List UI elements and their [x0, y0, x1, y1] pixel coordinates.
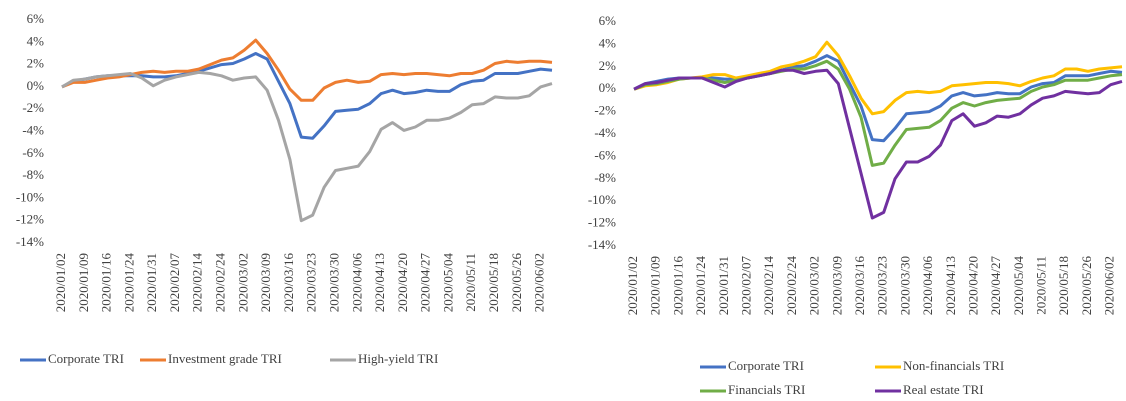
y-tick-label: 4% — [599, 35, 617, 50]
series-line — [633, 54, 1123, 143]
x-tick-label: 2020/06/02 — [532, 253, 547, 312]
y-tick-label: -12% — [16, 212, 44, 227]
x-tick-label: 2020/05/04 — [440, 253, 455, 313]
x-tick-label: 2020/03/09 — [829, 256, 844, 315]
series-line — [61, 70, 553, 223]
x-tick-label: 2020/05/11 — [1034, 256, 1049, 315]
x-tick-label: 2020/02/24 — [784, 256, 799, 316]
series-line — [61, 38, 553, 102]
x-tick-label: 2020/05/18 — [1056, 256, 1071, 315]
y-tick-label: -12% — [588, 215, 616, 230]
x-tick-label: 2020/02/07 — [738, 256, 753, 316]
x-tick-label: 2020/05/11 — [463, 253, 478, 312]
legend-label: Investment grade TRI — [168, 351, 282, 366]
series-line — [633, 59, 1123, 167]
x-tick-label: 2020/04/27 — [418, 253, 433, 313]
y-tick-label: -8% — [594, 170, 616, 185]
x-tick-label: 2020/03/09 — [258, 253, 273, 312]
y-tick-label: 2% — [27, 56, 45, 71]
x-tick-label: 2020/04/27 — [988, 256, 1003, 316]
x-tick-label: 2020/01/09 — [76, 253, 91, 312]
x-tick-label: 2020/05/04 — [1011, 256, 1026, 316]
x-tick-label: 2020/02/14 — [761, 256, 776, 316]
x-tick-label: 2020/06/02 — [1102, 256, 1117, 315]
x-tick-label: 2020/05/26 — [509, 253, 524, 313]
x-tick-label: 2020/03/30 — [326, 253, 341, 312]
y-tick-label: -2% — [22, 100, 44, 115]
legend-label: Non-financials TRI — [903, 358, 1004, 373]
x-tick-label: 2020/03/30 — [897, 256, 912, 315]
y-tick-label: -6% — [22, 145, 44, 160]
x-tick-label: 2020/02/24 — [213, 253, 228, 313]
y-tick-label: 0% — [599, 80, 617, 95]
legend-label: High-yield TRI — [358, 351, 438, 366]
x-tick-label: 2020/04/13 — [372, 253, 387, 312]
x-tick-label: 2020/05/18 — [486, 253, 501, 312]
y-tick-label: 6% — [27, 11, 45, 26]
x-tick-label: 2020/01/02 — [53, 253, 68, 312]
legend-label: Real estate TRI — [903, 382, 984, 397]
x-tick-label: 2020/01/09 — [648, 256, 663, 315]
x-tick-label: 2020/04/13 — [943, 256, 958, 315]
y-tick-label: 2% — [599, 58, 617, 73]
y-tick-label: -6% — [594, 147, 616, 162]
y-tick-label: -4% — [594, 125, 616, 140]
y-tick-label: -4% — [22, 122, 44, 137]
x-tick-label: 2020/03/16 — [852, 256, 867, 316]
y-tick-label: 0% — [27, 78, 45, 93]
x-tick-label: 2020/04/06 — [349, 253, 364, 313]
x-tick-label: 2020/01/16 — [670, 256, 685, 316]
series-line — [633, 40, 1123, 116]
y-tick-label: -8% — [22, 167, 44, 182]
y-tick-label: 4% — [27, 33, 45, 48]
x-tick-label: 2020/01/24 — [693, 256, 708, 316]
x-tick-label: 2020/03/23 — [875, 256, 890, 315]
x-tick-label: 2020/03/02 — [807, 256, 822, 315]
x-tick-label: 2020/01/16 — [99, 253, 114, 313]
x-tick-label: 2020/01/24 — [121, 253, 136, 313]
x-tick-label: 2020/01/02 — [625, 256, 640, 315]
x-tick-label: 2020/05/26 — [1079, 256, 1094, 316]
x-tick-label: 2020/03/23 — [304, 253, 319, 312]
legend-label: Corporate TRI — [728, 358, 804, 373]
series-line — [61, 52, 553, 140]
x-tick-label: 2020/03/16 — [281, 253, 296, 313]
y-tick-label: -2% — [594, 103, 616, 118]
legend-label: Corporate TRI — [48, 351, 124, 366]
x-tick-label: 2020/02/07 — [167, 253, 182, 313]
x-tick-label: 2020/04/20 — [965, 256, 980, 315]
x-tick-label: 2020/01/31 — [144, 253, 159, 312]
legend-label: Financials TRI — [728, 382, 805, 397]
y-tick-label: -10% — [16, 189, 44, 204]
y-tick-label: -14% — [16, 234, 44, 249]
x-tick-label: 2020/04/06 — [920, 256, 935, 316]
y-tick-label: 6% — [599, 13, 617, 28]
x-tick-label: 2020/02/14 — [190, 253, 205, 313]
y-tick-label: -14% — [588, 237, 616, 252]
x-tick-label: 2020/03/02 — [235, 253, 250, 312]
x-tick-label: 2020/01/31 — [716, 256, 731, 315]
x-tick-label: 2020/04/20 — [395, 253, 410, 312]
series-line — [633, 68, 1123, 220]
y-tick-label: -10% — [588, 192, 616, 207]
